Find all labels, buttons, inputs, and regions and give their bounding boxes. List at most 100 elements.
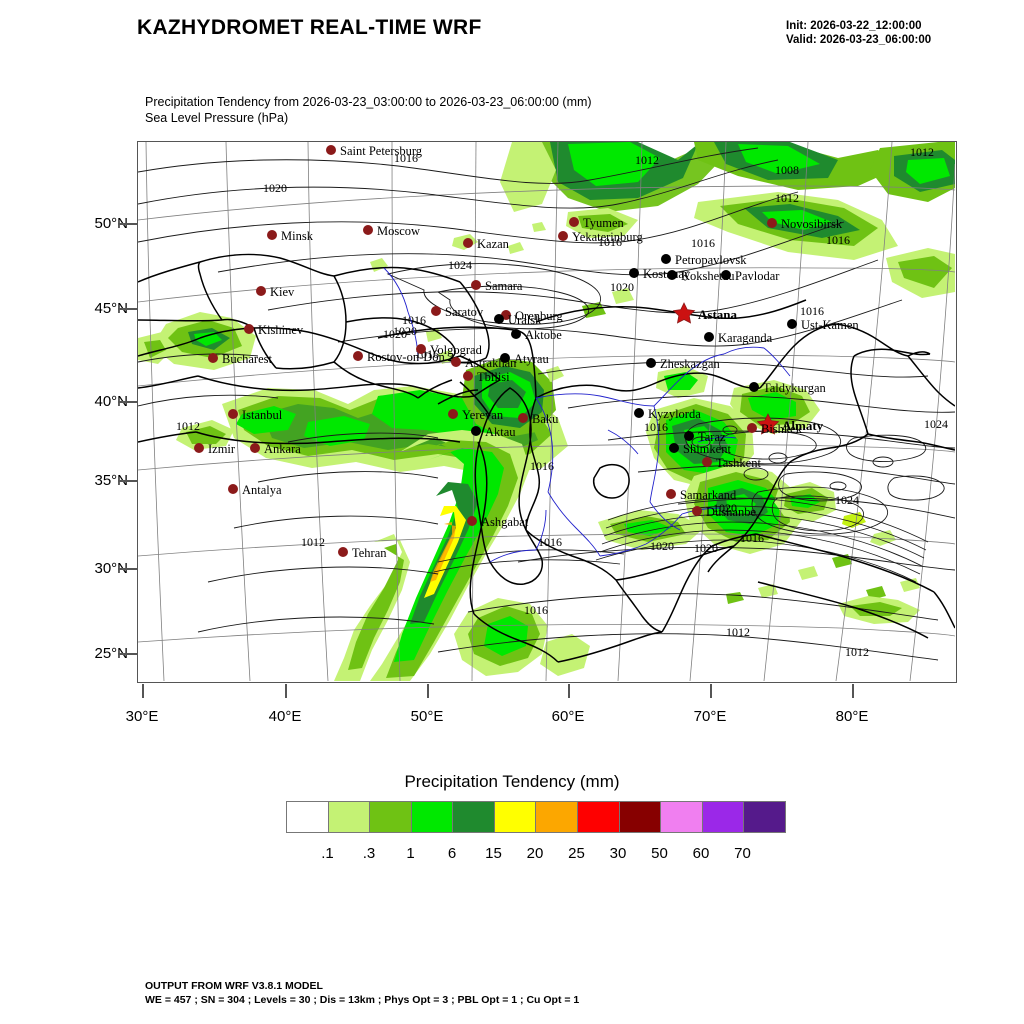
colorbar-swatch-5 xyxy=(494,802,537,832)
weather-map[interactable]: 1016 1020 1024 1016 1020 1020 1016 1016 … xyxy=(137,141,957,683)
colorbar-label-60: 60 xyxy=(692,845,710,862)
svg-text:Ankara: Ankara xyxy=(264,442,301,456)
colorbar-swatch-0 xyxy=(287,802,329,832)
svg-text:1016: 1016 xyxy=(644,420,668,434)
colorbar-swatch-6 xyxy=(536,802,579,832)
svg-text:Astrakhan: Astrakhan xyxy=(465,356,517,370)
svg-text:Kyzylorda: Kyzylorda xyxy=(648,407,701,421)
svg-text:1020: 1020 xyxy=(383,327,407,341)
svg-text:1016: 1016 xyxy=(826,233,850,247)
svg-text:Pavlodar: Pavlodar xyxy=(735,269,780,283)
lon-tick-mark-80E xyxy=(852,684,854,698)
svg-text:Bishkek: Bishkek xyxy=(761,422,803,436)
lon-tick-mark-30E xyxy=(142,684,144,698)
init-time-label: Init: 2026-03-22_12:00:00 xyxy=(786,20,922,32)
svg-text:Kokshetau: Kokshetau xyxy=(681,269,735,283)
svg-text:Samara: Samara xyxy=(485,279,523,293)
colorbar-label-20: 20 xyxy=(526,845,544,862)
colorbar-swatch-8 xyxy=(619,802,662,832)
lon-tick-40E: 40°E xyxy=(268,708,302,725)
colorbar-label-15: 15 xyxy=(485,845,502,862)
lat-tick-35N: 35°N xyxy=(94,472,128,489)
svg-text:Saratov: Saratov xyxy=(445,305,484,319)
colorbar-label-1: 1 xyxy=(406,845,415,862)
svg-text:1024: 1024 xyxy=(924,417,948,431)
svg-text:1012: 1012 xyxy=(726,625,750,639)
colorbar-tick-labels: .1 .3 1 6 15 20 25 30 50 60 70 xyxy=(286,845,786,867)
svg-text:Shimkent: Shimkent xyxy=(683,442,731,456)
model-config-line: WE = 457 ; SN = 304 ; Levels = 30 ; Dis … xyxy=(145,994,580,1006)
station-labels: Saint Petersburg Minsk Moscow Kazan Kiev… xyxy=(208,144,859,560)
precipitation-shading xyxy=(138,142,955,681)
isobar-labels: 1016 1020 1024 1016 1020 1020 1016 1016 … xyxy=(176,145,948,659)
svg-text:Astana: Astana xyxy=(698,307,738,322)
svg-text:1016: 1016 xyxy=(691,236,715,250)
svg-text:Antalya: Antalya xyxy=(242,483,282,497)
svg-text:1020: 1020 xyxy=(610,280,634,294)
colorbar-swatch-10 xyxy=(702,802,745,832)
colorbar-label-25: 25 xyxy=(568,845,585,862)
svg-text:1016: 1016 xyxy=(394,151,418,165)
svg-text:1020: 1020 xyxy=(650,539,674,553)
svg-text:Tashkent: Tashkent xyxy=(716,456,761,470)
svg-text:1012: 1012 xyxy=(301,535,325,549)
svg-text:1008: 1008 xyxy=(775,163,799,177)
precip-tendency-caption: Precipitation Tendency from 2026-03-23_0… xyxy=(145,95,592,109)
svg-text:1016: 1016 xyxy=(800,304,824,318)
colorbar-label-50: 50 xyxy=(651,845,668,862)
svg-text:1016: 1016 xyxy=(598,235,622,249)
svg-text:Istanbul: Istanbul xyxy=(242,408,283,422)
valid-time-label: Valid: 2026-03-23_06:00:00 xyxy=(786,34,932,46)
colorbar[interactable] xyxy=(286,801,786,833)
lat-tick-mark-35N xyxy=(118,480,137,482)
lon-tick-mark-40E xyxy=(285,684,287,698)
colorbar-swatch-4 xyxy=(453,802,495,832)
svg-text:Saint Petersburg: Saint Petersburg xyxy=(340,144,423,158)
page-title: KAZHYDROMET REAL-TIME WRF xyxy=(137,16,482,39)
svg-text:Moscow: Moscow xyxy=(377,224,420,238)
sea-level-pressure-contours xyxy=(138,147,955,661)
svg-text:Aktobe: Aktobe xyxy=(525,328,562,342)
svg-text:Baku: Baku xyxy=(532,412,559,426)
hydrology-lines xyxy=(383,267,791,563)
svg-text:Petropavlovsk: Petropavlovsk xyxy=(675,253,747,267)
svg-text:Novosibirsk: Novosibirsk xyxy=(781,217,843,231)
svg-text:1020: 1020 xyxy=(713,501,737,515)
lon-tick-30E: 30°E xyxy=(125,708,159,725)
lat-tick-50N: 50°N xyxy=(94,215,128,232)
svg-text:Karaganda: Karaganda xyxy=(718,331,773,345)
svg-text:Kostanay: Kostanay xyxy=(643,267,691,281)
lat-tick-mark-30N xyxy=(118,568,137,570)
svg-text:Ust-Kamen: Ust-Kamen xyxy=(801,318,859,332)
svg-text:Minsk: Minsk xyxy=(281,229,314,243)
colorbar-swatch-9 xyxy=(661,802,703,832)
colorbar-label-70: 70 xyxy=(734,845,751,862)
svg-text:Rostov-on-Don: Rostov-on-Don xyxy=(367,350,446,364)
svg-text:Atyrau: Atyrau xyxy=(514,352,549,366)
svg-text:1012: 1012 xyxy=(176,419,200,433)
svg-text:1016: 1016 xyxy=(538,535,562,549)
lon-tick-80E: 80°E xyxy=(835,708,869,725)
lat-tick-mark-40N xyxy=(118,401,137,403)
svg-text:1012: 1012 xyxy=(635,153,659,167)
colorbar-swatch-1 xyxy=(328,802,371,832)
svg-text:Izmir: Izmir xyxy=(208,442,236,456)
colorbar-swatch-11 xyxy=(744,802,785,832)
svg-text:1020: 1020 xyxy=(694,541,718,555)
svg-text:Samarkand: Samarkand xyxy=(680,488,737,502)
lon-tick-50E: 50°E xyxy=(410,708,444,725)
lat-tick-45N: 45°N xyxy=(94,300,128,317)
svg-text:Ashgabat: Ashgabat xyxy=(481,515,529,529)
station-markers xyxy=(194,145,797,557)
svg-text:1016: 1016 xyxy=(530,459,554,473)
colorbar-title: Precipitation Tendency (mm) xyxy=(404,772,620,791)
country-borders xyxy=(138,253,955,663)
svg-text:Dushanbe: Dushanbe xyxy=(706,505,756,519)
model-info-footer: OUTPUT FROM WRF V3.8.1 MODEL WE = 457 ; … xyxy=(145,979,579,1007)
svg-text:1012: 1012 xyxy=(845,645,869,659)
colorbar-swatch-3 xyxy=(411,802,454,832)
svg-text:1012: 1012 xyxy=(910,145,934,159)
svg-text:1020: 1020 xyxy=(263,181,287,195)
svg-text:Bucharest: Bucharest xyxy=(222,352,273,366)
lon-tick-60E: 60°E xyxy=(551,708,585,725)
